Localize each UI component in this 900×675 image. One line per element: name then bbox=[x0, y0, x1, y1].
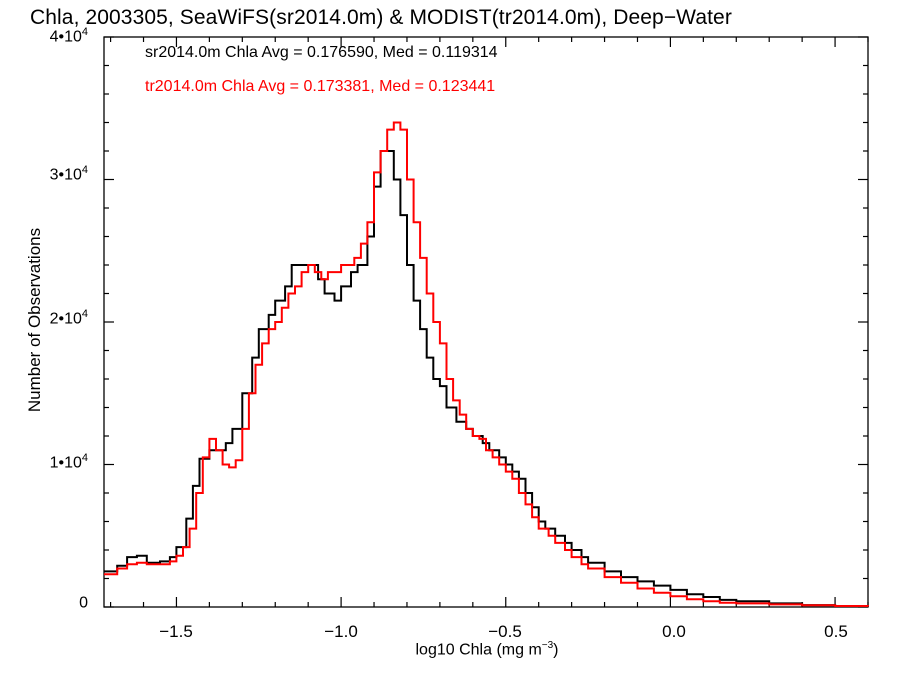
plot-frame bbox=[103, 36, 869, 608]
series-group bbox=[104, 121, 869, 608]
y-tick-base: 2•10 bbox=[49, 310, 82, 328]
annotation-sr2014: sr2014.0m Chla Avg = 0.176590, Med = 0.1… bbox=[145, 44, 498, 61]
x-tick-label-4: 0.5 bbox=[824, 622, 848, 641]
y-tick-base: 4•10 bbox=[49, 28, 82, 46]
chart-title: Chla, 2003305, SeaWiFS(sr2014.0m) & MODI… bbox=[30, 6, 732, 29]
y-tick-label-3: 3•104 bbox=[50, 164, 88, 184]
x-axis-label-main: log10 Chla (mg m bbox=[415, 641, 542, 659]
annotation-tr2014: tr2014.0m Chla Avg = 0.173381, Med = 0.1… bbox=[145, 78, 496, 95]
x-axis-label-exponent: −3 bbox=[541, 640, 554, 651]
y-tick-exp: 4 bbox=[81, 26, 88, 38]
x-axis-label-close: ) bbox=[553, 641, 559, 659]
x-tick-label-3: 0.0 bbox=[662, 622, 686, 641]
y-tick-label-2: 2•104 bbox=[50, 308, 88, 328]
y-axis-label: Number of Observations bbox=[25, 227, 44, 413]
x-tick-label-0: −1.5 bbox=[159, 622, 193, 641]
y-tick-base: 0 bbox=[79, 594, 88, 612]
y-tick-base: 3•10 bbox=[49, 166, 82, 184]
y-tick-label-4: 4•104 bbox=[50, 26, 88, 46]
y-tick-exp: 4 bbox=[81, 452, 88, 464]
x-tick-label-2: −0.5 bbox=[488, 622, 522, 641]
series-line-1 bbox=[104, 121, 869, 607]
axis-ticks bbox=[104, 36, 869, 608]
x-axis-label: log10 Chla (mg m−3) bbox=[415, 640, 558, 659]
y-tick-base: 1•10 bbox=[49, 454, 82, 472]
y-tick-label-1: 1•104 bbox=[50, 452, 88, 472]
y-tick-exp: 4 bbox=[81, 164, 88, 176]
x-tick-label-1: −1.0 bbox=[324, 622, 358, 641]
series-line-0 bbox=[104, 150, 869, 608]
y-tick-label-0: 0 bbox=[79, 592, 88, 612]
y-tick-exp: 4 bbox=[81, 308, 88, 320]
